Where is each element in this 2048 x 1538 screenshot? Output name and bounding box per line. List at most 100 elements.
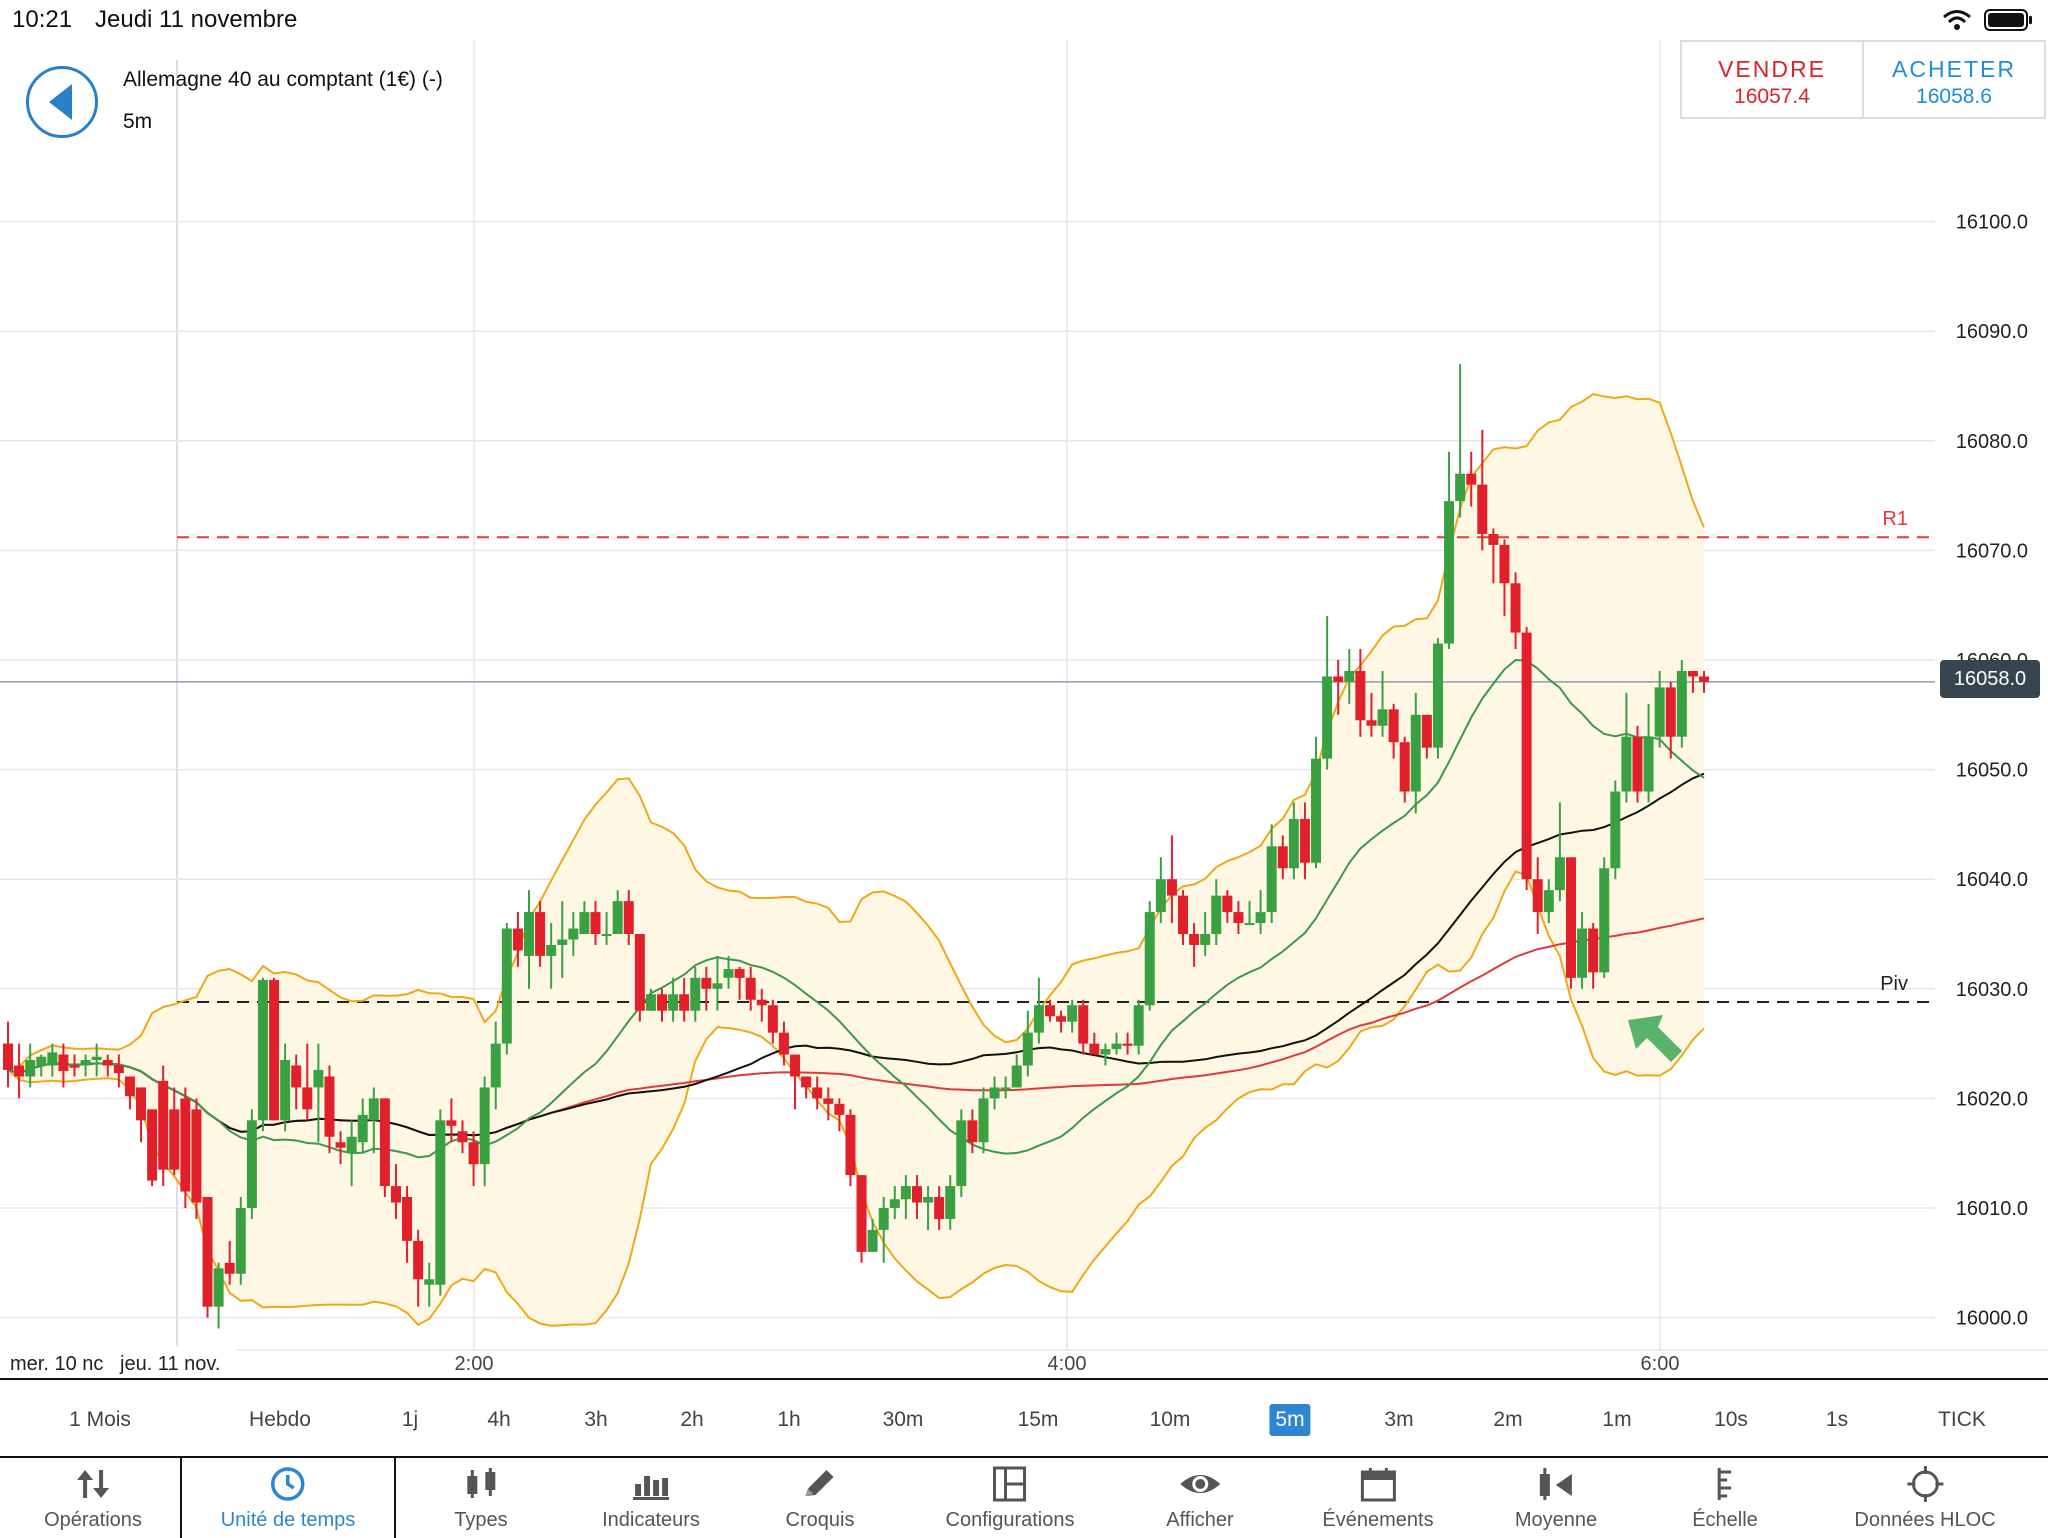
price-chart[interactable]: R1 Piv 16000.0 16010.0 16020.0 16030.0 16040.0… xyxy=(0,40,2048,1378)
y-axis-tick-label: 16010.0 xyxy=(1956,1198,2028,1220)
candle-body xyxy=(1011,1065,1022,1088)
sell-button[interactable]: VENDRE 16057.4 xyxy=(1682,42,1862,117)
candle-body xyxy=(1333,676,1344,682)
candle-body xyxy=(14,1065,25,1077)
timeframe-2m[interactable]: 2m xyxy=(1493,1408,1523,1431)
candle-body xyxy=(1466,473,1477,485)
candle-body xyxy=(512,928,523,951)
candle-body xyxy=(1122,1043,1133,1046)
bollinger-band-fill xyxy=(8,394,1704,1326)
candle-body xyxy=(335,1142,346,1148)
timeframe-5m[interactable]: 5m xyxy=(1269,1404,1311,1436)
candle-body xyxy=(1166,879,1177,896)
toolbar-label: Types xyxy=(454,1509,508,1531)
candle-body xyxy=(191,1109,202,1203)
candle-body xyxy=(1687,670,1698,677)
back-arrow-icon xyxy=(49,84,72,120)
toolbar-clock-button[interactable]: Unité de temps xyxy=(221,1458,355,1536)
timeframe-10s[interactable]: 10s xyxy=(1714,1408,1748,1431)
candle-body xyxy=(1000,1087,1011,1090)
candle-body xyxy=(47,1052,58,1066)
operations-icon xyxy=(44,1466,142,1507)
candle-body xyxy=(1022,1032,1033,1066)
candle-body xyxy=(1133,1005,1144,1046)
timeframe-1h[interactable]: 1h xyxy=(777,1408,801,1431)
candle-body xyxy=(1654,687,1665,737)
back-button[interactable] xyxy=(26,66,98,138)
moving-average-green-line xyxy=(7,658,1705,1159)
candle-body xyxy=(956,1120,967,1187)
toolbar-crosshair-button[interactable]: Données HLOC xyxy=(1854,1458,1996,1536)
candle-body xyxy=(1178,895,1189,934)
toolbar-pencil-button[interactable]: Croquis xyxy=(785,1458,855,1536)
candle-body xyxy=(102,1060,113,1066)
candle-body xyxy=(457,1131,468,1143)
date-label-current: jeu. 11 nov. xyxy=(119,1353,220,1375)
timeframe-tick[interactable]: TICK xyxy=(1938,1408,1986,1431)
y-axis-tick-label: 16020.0 xyxy=(1956,1088,2028,1110)
crosshair-icon xyxy=(1854,1466,1995,1507)
candle-body xyxy=(1665,687,1676,737)
timeframe-4h[interactable]: 4h xyxy=(487,1408,511,1431)
candle-body xyxy=(479,1087,490,1165)
timeframe-3h[interactable]: 3h xyxy=(584,1408,608,1431)
timeframe-15m[interactable]: 15m xyxy=(1017,1408,1059,1431)
candle-body xyxy=(224,1262,235,1274)
status-icons xyxy=(1942,8,2034,32)
candle-body xyxy=(269,980,280,1121)
candle-body xyxy=(845,1114,856,1176)
candle-body xyxy=(169,1109,180,1170)
pencil-icon xyxy=(786,1466,855,1507)
candle-body xyxy=(1455,473,1466,502)
timeframe-1s[interactable]: 1s xyxy=(1825,1408,1849,1431)
scale-icon xyxy=(1692,1466,1758,1507)
toolbar-eye-button[interactable]: Afficher xyxy=(1166,1458,1234,1536)
timeframe-3m[interactable]: 3m xyxy=(1384,1408,1414,1431)
buy-button[interactable]: ACHETER 16058.6 xyxy=(1862,42,2044,117)
candle-body xyxy=(1676,670,1687,737)
timeframe-1-mois[interactable]: 1 Mois xyxy=(69,1408,131,1431)
timeframe-30m[interactable]: 30m xyxy=(882,1408,924,1431)
candle-body xyxy=(501,928,512,1044)
candle-body xyxy=(1089,1043,1100,1055)
timeframe-1j[interactable]: 1j xyxy=(401,1408,419,1431)
timeframe-1m[interactable]: 1m xyxy=(1602,1408,1632,1431)
x-axis-tick-label: 6:00 xyxy=(1641,1353,1680,1375)
toolbar-label: Croquis xyxy=(785,1509,855,1531)
level-label-piv: Piv xyxy=(1880,973,1908,995)
candle-body xyxy=(1577,928,1588,978)
candle-body xyxy=(390,1186,401,1203)
sell-price: 16057.4 xyxy=(1734,85,1810,108)
toolbar-candles-button[interactable]: Types xyxy=(454,1458,508,1536)
timeframe-2h[interactable]: 2h xyxy=(680,1408,704,1431)
y-axis-tick-label: 16030.0 xyxy=(1956,979,2028,1001)
toolbar-operations-button[interactable]: Opérations xyxy=(44,1458,142,1536)
x-axis-tick-label: 2:00 xyxy=(455,1353,494,1375)
toolbar-bar-chart-button[interactable]: Indicateurs xyxy=(602,1458,700,1536)
candle-body xyxy=(801,1076,812,1088)
candle-body xyxy=(1266,846,1277,913)
candle-body xyxy=(1311,758,1322,863)
candle-body xyxy=(1056,1016,1067,1022)
average-icon xyxy=(1515,1466,1597,1507)
date-label-previous: mer. 10 nc xyxy=(10,1353,103,1375)
toolbar-layout-button[interactable]: Configurations xyxy=(946,1458,1074,1536)
toolbar-scale-button[interactable]: Échelle xyxy=(1692,1458,1758,1536)
candle-body xyxy=(911,1186,922,1203)
candle-body xyxy=(158,1080,169,1170)
status-time: 10:21 xyxy=(12,6,73,33)
candle-body xyxy=(645,994,656,1011)
candle-body xyxy=(413,1240,424,1280)
toolbar-average-button[interactable]: Moyenne xyxy=(1515,1458,1597,1536)
candle-body xyxy=(124,1076,135,1097)
candle-body xyxy=(1554,857,1565,891)
candle-body xyxy=(1189,934,1200,945)
toolbar-label: Afficher xyxy=(1166,1509,1234,1531)
timeframe-hebdo[interactable]: Hebdo xyxy=(249,1408,311,1431)
candle-body xyxy=(1632,736,1643,792)
bar-chart-icon xyxy=(602,1466,700,1507)
toolbar-calendar-button[interactable]: Événements xyxy=(1322,1458,1434,1536)
candle-body xyxy=(790,1054,801,1077)
y-axis-tick-label: 16040.0 xyxy=(1956,869,2028,891)
timeframe-10m[interactable]: 10m xyxy=(1149,1408,1191,1431)
